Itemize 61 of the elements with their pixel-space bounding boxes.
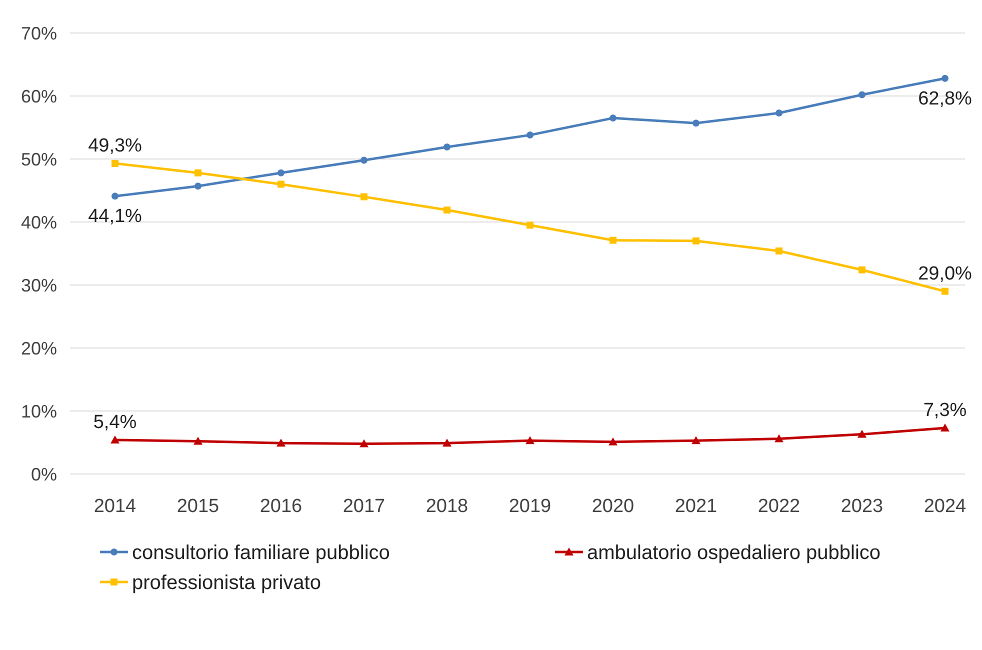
point [276, 438, 286, 447]
y-tick-label: 20% [20, 338, 57, 358]
point [278, 180, 284, 188]
point [526, 132, 534, 139]
point [776, 110, 782, 117]
point [194, 436, 202, 445]
point [444, 206, 450, 214]
y-tick-label: 10% [20, 401, 57, 422]
annotation: 44,1% [88, 206, 142, 228]
legend-label: consultorio familiare pubblico [132, 542, 390, 564]
point [610, 114, 616, 122]
x-tick-label: 2017 [342, 496, 386, 517]
x-tick-label: 2014 [94, 496, 137, 517]
point [692, 120, 700, 127]
point [942, 74, 948, 82]
y-tick-label: 50% [20, 149, 57, 170]
legend-label: ambulatorio ospedaliero pubblico [587, 542, 881, 564]
point [858, 430, 866, 438]
point [692, 237, 700, 244]
point [112, 192, 118, 200]
annotation: 49,3% [88, 135, 142, 156]
point [360, 439, 368, 448]
point [776, 247, 782, 254]
x-tick-label: 2021 [674, 496, 718, 517]
x-tick-label: 2015 [176, 496, 220, 517]
x-tick-label: 2024 [924, 496, 967, 517]
x-tick-label: 2018 [426, 496, 468, 517]
point [194, 182, 202, 190]
point [110, 435, 120, 444]
x-tick-label: 2020 [592, 496, 634, 517]
point [526, 436, 534, 444]
y-tick-label: 40% [20, 212, 57, 232]
point [608, 437, 618, 446]
y-tick-label: 0% [30, 464, 57, 484]
x-tick-label: 2022 [758, 496, 800, 517]
annotation: 5,4% [93, 412, 137, 433]
y-tick-label: 70% [20, 23, 57, 44]
x-tick-label: 2016 [260, 496, 302, 517]
x-tick-label: 2023 [840, 496, 884, 517]
y-tick-label: 60% [20, 86, 57, 106]
point [942, 288, 948, 295]
point [112, 160, 118, 167]
point [940, 424, 950, 432]
y-tick-label: 30% [20, 275, 57, 296]
point [610, 236, 616, 244]
annotation: 29,0% [918, 263, 972, 284]
legend-label: professionista privato [132, 572, 321, 594]
point [444, 144, 450, 151]
point [278, 169, 284, 176]
point [774, 434, 784, 442]
point [442, 438, 452, 447]
point [194, 169, 202, 176]
annotation: 7,3% [923, 400, 967, 422]
annotation: 62,8% [918, 88, 972, 110]
point [526, 222, 534, 229]
point [858, 91, 866, 98]
point [692, 436, 700, 444]
point [360, 193, 368, 200]
point [360, 156, 368, 164]
point [858, 266, 866, 274]
x-tick-label: 2019 [508, 496, 552, 517]
